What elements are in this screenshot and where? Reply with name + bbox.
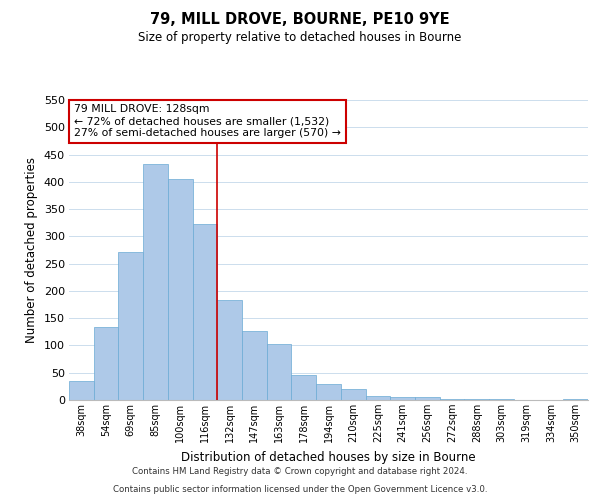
Text: 79 MILL DROVE: 128sqm
← 72% of detached houses are smaller (1,532)
27% of semi-d: 79 MILL DROVE: 128sqm ← 72% of detached … bbox=[74, 104, 341, 138]
Bar bbox=[390, 398, 415, 400]
Bar bbox=[143, 164, 168, 400]
Bar bbox=[242, 330, 267, 400]
Y-axis label: Number of detached properties: Number of detached properties bbox=[25, 157, 38, 343]
Bar bbox=[193, 224, 217, 400]
Bar bbox=[217, 300, 242, 400]
Text: Contains public sector information licensed under the Open Government Licence v3: Contains public sector information licen… bbox=[113, 485, 487, 494]
Text: Contains HM Land Registry data © Crown copyright and database right 2024.: Contains HM Land Registry data © Crown c… bbox=[132, 467, 468, 476]
Bar bbox=[69, 381, 94, 400]
Bar bbox=[267, 344, 292, 400]
Text: 79, MILL DROVE, BOURNE, PE10 9YE: 79, MILL DROVE, BOURNE, PE10 9YE bbox=[150, 12, 450, 28]
Bar bbox=[118, 252, 143, 400]
Bar bbox=[94, 328, 118, 400]
Bar bbox=[365, 396, 390, 400]
Bar bbox=[464, 399, 489, 400]
Bar bbox=[292, 375, 316, 400]
Bar bbox=[316, 384, 341, 400]
Bar bbox=[440, 399, 464, 400]
Text: Size of property relative to detached houses in Bourne: Size of property relative to detached ho… bbox=[139, 31, 461, 44]
Bar bbox=[168, 179, 193, 400]
Bar bbox=[415, 398, 440, 400]
Bar bbox=[563, 399, 588, 400]
X-axis label: Distribution of detached houses by size in Bourne: Distribution of detached houses by size … bbox=[181, 450, 476, 464]
Bar bbox=[341, 389, 365, 400]
